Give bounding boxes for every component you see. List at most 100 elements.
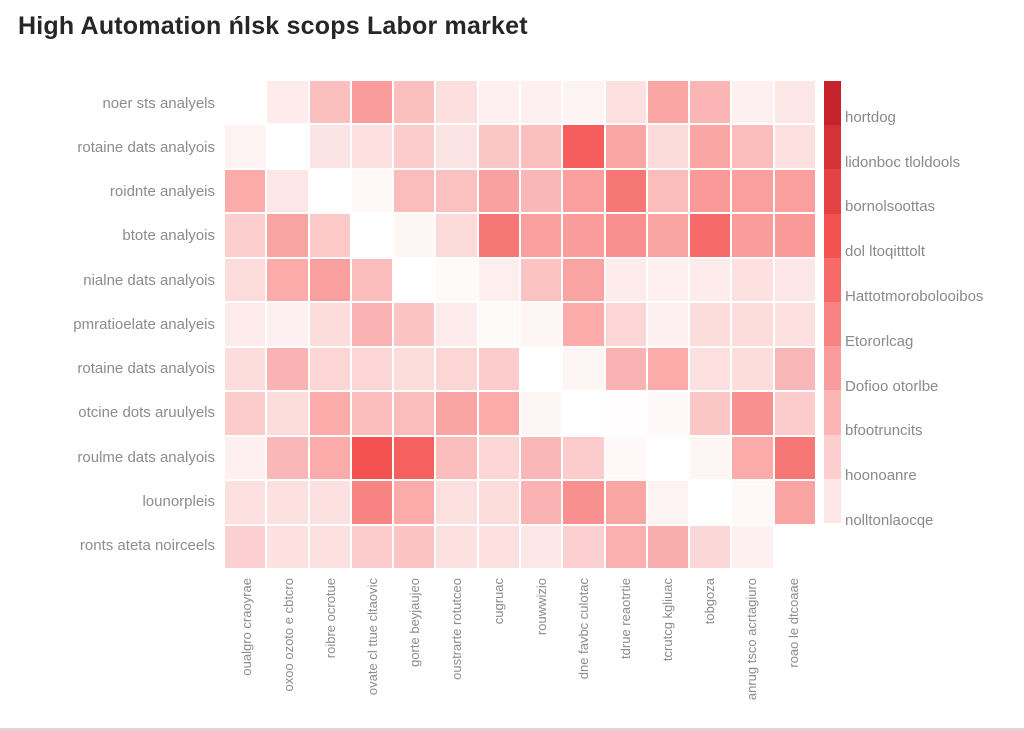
heatmap-cell [309, 303, 350, 346]
x-axis-label: rouwwizio [533, 578, 549, 636]
legend-label: hoonoanre [845, 467, 917, 485]
heatmap-cell [647, 81, 689, 124]
heatmap-cell [267, 169, 308, 213]
x-axis-label-slot: roibre ocrotue [309, 578, 351, 728]
heatmap-cell [267, 436, 308, 480]
heatmap-cell [690, 347, 731, 391]
heatmap-cell [732, 214, 773, 257]
heatmap-cell [732, 81, 773, 124]
heatmap-cell [690, 169, 731, 213]
heatmap-cell [267, 392, 308, 435]
heatmap-cell [605, 214, 646, 257]
heatmap-cell [225, 392, 266, 435]
y-axis-label: nialne dats analyois [83, 271, 215, 289]
y-axis-label: pmratioelate analyeis [73, 315, 215, 333]
heatmap-cell [647, 125, 689, 168]
legend-label: Etororlcag [845, 332, 914, 350]
legend-label: dol ltoqitttolt [845, 243, 926, 261]
heatmap-cell [351, 347, 393, 391]
heatmap-cell [563, 125, 604, 168]
heatmap-cell [605, 258, 646, 302]
heatmap-cell [225, 125, 266, 168]
x-axis-labels: oualgro craoyrae oxoo ozoto e cbtcro roibr… [225, 578, 815, 728]
heatmap-cell [394, 481, 435, 524]
heatmap-cell [520, 125, 562, 168]
heatmap-cell [225, 258, 266, 302]
heatmap-cell [478, 258, 519, 302]
legend-label: lidonboc tloldools [845, 153, 961, 171]
heatmap-cell [520, 436, 562, 480]
heatmap-cell [732, 347, 773, 391]
heatmap-cell [774, 525, 815, 568]
heatmap-cell [478, 214, 519, 257]
legend-label: hortdog [845, 108, 896, 126]
x-axis-label: oxoo ozoto e cbtcro [280, 578, 296, 692]
x-axis-label-slot: tdrue reaotrtie [604, 578, 646, 728]
x-axis-label: gorte beyjaujeo [407, 578, 423, 667]
heatmap-cell [267, 525, 308, 568]
x-axis-label: tobgoza [702, 578, 718, 625]
heatmap-cell [520, 481, 562, 524]
heatmap-cell [267, 81, 308, 124]
heatmap-cell [309, 481, 350, 524]
heatmap-cell [563, 303, 604, 346]
heatmap-cell [774, 81, 815, 124]
heatmap-cell [225, 481, 266, 524]
x-axis-label-slot: cugruac [478, 578, 520, 728]
colorbar-segment [824, 169, 841, 214]
heatmap-cell [563, 258, 604, 302]
heatmap-cell [520, 258, 562, 302]
y-axis-label: noer sts analyels [102, 94, 215, 112]
heatmap-cell [605, 436, 646, 480]
heatmap-cell [436, 258, 477, 302]
heatmap-cell [478, 81, 519, 124]
heatmap-cell [309, 169, 350, 213]
heatmap-cell [774, 169, 815, 213]
heatmap-cell [478, 481, 519, 524]
heatmap-cell [436, 481, 477, 524]
heatmap-cell [267, 258, 308, 302]
heatmap-cell [351, 125, 393, 168]
heatmap-cell [605, 392, 646, 435]
heatmap-cell [225, 169, 266, 213]
heatmap-cell [774, 258, 815, 302]
heatmap-cell [774, 214, 815, 257]
x-axis-label-slot: oxoo ozoto e cbtcro [267, 578, 309, 728]
x-axis-label: roibre ocrotue [322, 578, 338, 659]
colorbar [824, 81, 841, 568]
y-axis-label: otcine dots aruulyels [78, 404, 215, 422]
x-axis-label: tdrue reaotrtie [617, 578, 633, 659]
heatmap-cell [478, 525, 519, 568]
heatmap-cell [563, 214, 604, 257]
x-axis-label-slot: tobgoza [689, 578, 731, 728]
x-axis-label-slot: oustrarte rotutceo [436, 578, 478, 728]
heatmap-cell [351, 525, 393, 568]
heatmap-cell [309, 525, 350, 568]
heatmap-cell [647, 347, 689, 391]
heatmap-cell [436, 392, 477, 435]
colorbar-segment [824, 346, 841, 391]
x-axis-label-slot: tcrutcg kgliuac [646, 578, 688, 728]
heatmap-cell [394, 81, 435, 124]
heatmap-cell [732, 125, 773, 168]
heatmap-cell [563, 525, 604, 568]
heatmap-cell [647, 303, 689, 346]
heatmap-cell [225, 303, 266, 346]
heatmap-cell [774, 481, 815, 524]
heatmap-cell [647, 525, 689, 568]
heatmap-cell [351, 258, 393, 302]
heatmap-cell [351, 303, 393, 346]
x-axis-label: roao le dtcoaae [786, 578, 802, 668]
heatmap-cell [690, 214, 731, 257]
x-axis-label-slot: oualgro craoyrae [225, 578, 267, 728]
y-axis-labels: noer sts analyels rotaine dats analyois ro… [0, 81, 215, 568]
heatmap-cell [478, 392, 519, 435]
heatmap-cell [605, 481, 646, 524]
x-axis-label-slot: rouwwizio [520, 578, 562, 728]
legend-labels: hortdog lidonboc tloldools bornolsoottas do… [845, 95, 1023, 543]
x-axis-label-slot: anrug tsco acrtagiuro [731, 578, 773, 728]
colorbar-segment [824, 213, 841, 258]
heatmap-cell [478, 436, 519, 480]
heatmap-cell [732, 303, 773, 346]
heatmap-cell [605, 525, 646, 568]
